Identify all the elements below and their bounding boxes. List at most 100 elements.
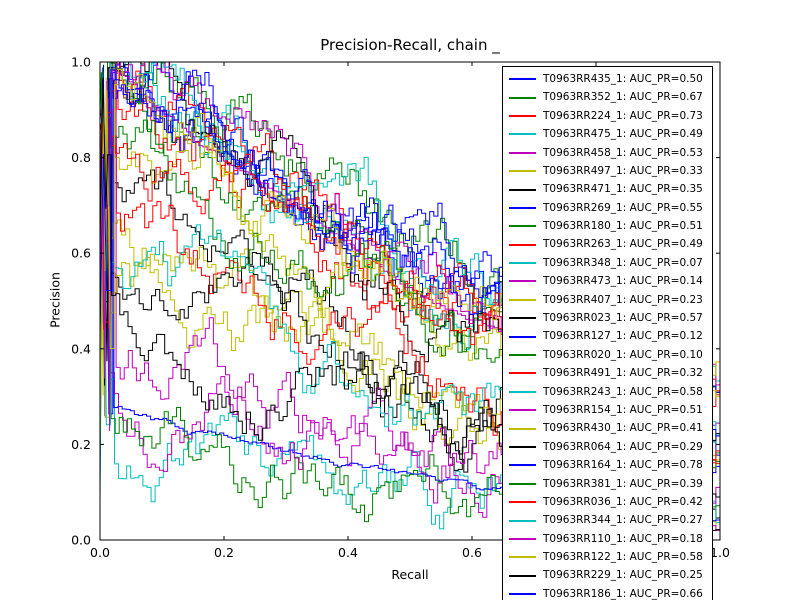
legend-line-sample — [509, 427, 536, 430]
legend-line-sample — [509, 280, 536, 283]
legend-item: T0963RR020_1: AUC_PR=0.10 — [503, 346, 712, 364]
legend-label: T0963RR122_1: AUC_PR=0.58 — [543, 551, 703, 564]
legend-line-sample — [509, 133, 536, 136]
legend-item: T0963RR473_1: AUC_PR=0.14 — [503, 272, 712, 290]
legend-label: T0963RR036_1: AUC_PR=0.42 — [543, 495, 703, 508]
legend-line-sample — [509, 519, 536, 522]
legend-label: T0963RR263_1: AUC_PR=0.49 — [543, 238, 703, 251]
legend-item: T0963RR352_1: AUC_PR=0.67 — [503, 88, 712, 106]
legend-line-sample — [509, 206, 536, 209]
legend-line-sample — [509, 482, 536, 485]
legend-item: T0963RR348_1: AUC_PR=0.07 — [503, 254, 712, 272]
legend-label: T0963RR127_1: AUC_PR=0.12 — [543, 330, 703, 343]
legend-label: T0963RR154_1: AUC_PR=0.51 — [543, 403, 703, 416]
legend-label: T0963RR352_1: AUC_PR=0.67 — [543, 91, 703, 104]
legend-line-sample — [509, 114, 536, 117]
legend-item: T0963RR407_1: AUC_PR=0.23 — [503, 291, 712, 309]
legend-line-sample — [509, 574, 536, 577]
legend-item: T0963RR344_1: AUC_PR=0.27 — [503, 511, 712, 529]
legend-item: T0963RR430_1: AUC_PR=0.41 — [503, 419, 712, 437]
legend-label: T0963RR344_1: AUC_PR=0.27 — [543, 514, 703, 527]
legend-item: T0963RR229_1: AUC_PR=0.25 — [503, 567, 712, 585]
legend-label: T0963RR020_1: AUC_PR=0.10 — [543, 348, 703, 361]
legend-item: T0963RR497_1: AUC_PR=0.33 — [503, 162, 712, 180]
legend-label: T0963RR164_1: AUC_PR=0.78 — [543, 459, 703, 472]
legend-line-sample — [509, 298, 536, 301]
legend-line-sample — [509, 354, 536, 357]
legend-item: T0963RR023_1: AUC_PR=0.57 — [503, 309, 712, 327]
legend-item: T0963RR471_1: AUC_PR=0.35 — [503, 180, 712, 198]
legend-item: T0963RR263_1: AUC_PR=0.49 — [503, 236, 712, 254]
chart-title: Precision-Recall, chain _ — [320, 36, 500, 54]
legend-line-sample — [509, 243, 536, 246]
legend-item: T0963RR224_1: AUC_PR=0.73 — [503, 107, 712, 125]
legend-item: T0963RR164_1: AUC_PR=0.78 — [503, 456, 712, 474]
legend-label: T0963RR243_1: AUC_PR=0.58 — [543, 385, 703, 398]
legend-label: T0963RR407_1: AUC_PR=0.23 — [543, 293, 703, 306]
legend-line-sample — [509, 78, 536, 81]
legend-label: T0963RR110_1: AUC_PR=0.18 — [543, 532, 703, 545]
legend-line-sample — [509, 390, 536, 393]
legend-label: T0963RR475_1: AUC_PR=0.49 — [543, 128, 703, 141]
legend-line-sample — [509, 317, 536, 320]
legend-label: T0963RR064_1: AUC_PR=0.29 — [543, 440, 703, 453]
legend-label: T0963RR471_1: AUC_PR=0.35 — [543, 183, 703, 196]
legend-item: T0963RR243_1: AUC_PR=0.58 — [503, 383, 712, 401]
legend-line-sample — [509, 464, 536, 467]
legend-item: T0963RR064_1: AUC_PR=0.29 — [503, 438, 712, 456]
legend-item: T0963RR435_1: AUC_PR=0.50 — [503, 70, 712, 88]
legend-item: T0963RR186_1: AUC_PR=0.66 — [503, 585, 712, 600]
x-tick-label: 0.6 — [462, 545, 482, 560]
y-tick-label: 0.0 — [71, 533, 91, 548]
legend-label: T0963RR497_1: AUC_PR=0.33 — [543, 164, 703, 177]
legend-line-sample — [509, 335, 536, 338]
y-tick-label: 0.8 — [71, 150, 91, 165]
legend-line-sample — [509, 151, 536, 154]
legend-label: T0963RR473_1: AUC_PR=0.14 — [543, 275, 703, 288]
axes-frame — [99, 61, 721, 541]
legend-label: T0963RR186_1: AUC_PR=0.66 — [543, 587, 703, 600]
y-tick-label: 0.6 — [71, 246, 91, 261]
y-tick-label: 0.2 — [71, 437, 91, 452]
x-tick-label: 0.2 — [214, 545, 234, 560]
legend-label: T0963RR381_1: AUC_PR=0.39 — [543, 477, 703, 490]
x-tick-label: 1.0 — [710, 545, 730, 560]
y-tick-label: 0.4 — [71, 341, 91, 356]
legend-item: T0963RR475_1: AUC_PR=0.49 — [503, 125, 712, 143]
legend-item: T0963RR154_1: AUC_PR=0.51 — [503, 401, 712, 419]
legend-item: T0963RR269_1: AUC_PR=0.55 — [503, 199, 712, 217]
legend-line-sample — [509, 556, 536, 559]
legend-line-sample — [509, 593, 536, 596]
legend-line-sample — [509, 409, 536, 412]
legend-item: T0963RR180_1: AUC_PR=0.51 — [503, 217, 712, 235]
x-axis-label: Recall — [391, 567, 429, 582]
legend: T0963RR435_1: AUC_PR=0.50 T0963RR352_1: A… — [502, 66, 713, 600]
legend-label: T0963RR023_1: AUC_PR=0.57 — [543, 312, 703, 325]
legend-item: T0963RR122_1: AUC_PR=0.58 — [503, 548, 712, 566]
legend-line-sample — [509, 188, 536, 191]
legend-label: T0963RR435_1: AUC_PR=0.50 — [543, 72, 703, 85]
legend-item: T0963RR110_1: AUC_PR=0.18 — [503, 530, 712, 548]
y-tick-label: 1.0 — [71, 55, 91, 70]
x-tick-label: 0.0 — [90, 545, 110, 560]
legend-line-sample — [509, 537, 536, 540]
legend-line-sample — [509, 501, 536, 504]
legend-label: T0963RR348_1: AUC_PR=0.07 — [543, 256, 703, 269]
legend-item: T0963RR491_1: AUC_PR=0.32 — [503, 364, 712, 382]
legend-line-sample — [509, 262, 536, 265]
legend-line-sample — [509, 446, 536, 448]
legend-label: T0963RR458_1: AUC_PR=0.53 — [543, 146, 703, 159]
legend-label: T0963RR229_1: AUC_PR=0.25 — [543, 569, 703, 582]
legend-item: T0963RR458_1: AUC_PR=0.53 — [503, 144, 712, 162]
legend-label: T0963RR430_1: AUC_PR=0.41 — [543, 422, 703, 435]
legend-line-sample — [509, 170, 536, 173]
legend-item: T0963RR381_1: AUC_PR=0.39 — [503, 475, 712, 493]
legend-line-sample — [509, 225, 536, 228]
legend-line-sample — [509, 96, 536, 99]
legend-item: T0963RR127_1: AUC_PR=0.12 — [503, 327, 712, 345]
legend-label: T0963RR269_1: AUC_PR=0.55 — [543, 201, 703, 214]
legend-label: T0963RR491_1: AUC_PR=0.32 — [543, 367, 703, 380]
x-tick-label: 0.4 — [338, 545, 358, 560]
legend-item: T0963RR036_1: AUC_PR=0.42 — [503, 493, 712, 511]
legend-line-sample — [509, 372, 536, 375]
